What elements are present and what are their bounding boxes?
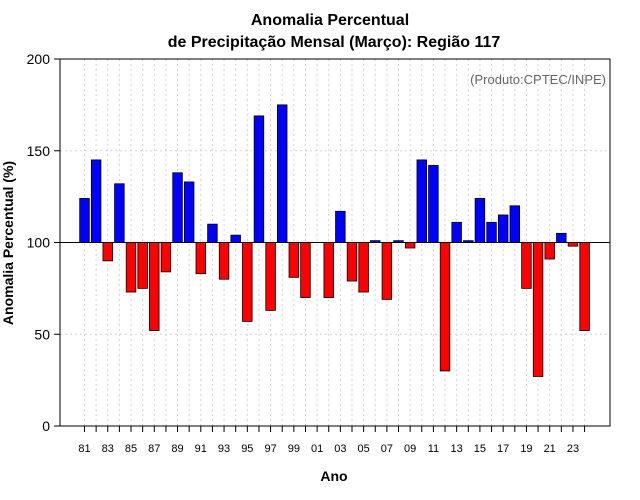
bar-10 [416,159,427,243]
bar-98 [277,104,288,243]
bar-86 [137,242,148,289]
x-tick-label-89: 89 [171,443,183,455]
bar-85 [125,242,137,293]
x-tick-label-99: 99 [288,443,300,455]
x-tick-label-91: 91 [195,443,207,455]
y-tick-label-150: 150 [27,143,51,159]
bar-91 [195,242,207,275]
x-tick-label-05: 05 [357,443,369,455]
bar-95 [242,242,253,322]
bar-23 [567,242,579,247]
x-tick-label-07: 07 [381,443,393,455]
bar-93 [218,242,230,280]
x-tick-label-83: 83 [102,443,114,455]
bars [79,104,590,377]
x-tick-label-21: 21 [544,443,556,455]
x-tick-label-19: 19 [520,443,532,455]
x-tick-label-87: 87 [148,443,160,455]
bar-81 [79,198,90,243]
bar-13 [451,221,462,243]
x-tick-label-85: 85 [125,443,137,455]
x-axis: 81 83 85 87 89 91 93 95 97 99 01 03 05 07 09 11 13 15 17 19… [78,426,586,455]
x-tick-label-11: 11 [428,443,439,455]
x-tick-label-97: 97 [264,443,276,455]
bar-94 [230,234,241,243]
chart-title-line1: Anomalia Percentual [251,12,409,29]
y-tick-label-200: 200 [27,51,51,67]
y-axis: 0 50 100 150 200 [27,51,60,434]
bar-90 [183,181,195,243]
source-note: (Produto:CPTEC/INPE) [470,72,606,87]
bar-02 [323,242,334,298]
x-tick-label-15: 15 [474,443,486,455]
bar-17 [497,214,509,243]
bar-11 [428,165,439,243]
x-tick-label-09: 09 [404,443,416,455]
bar-03 [335,210,346,243]
bar-19 [521,242,532,289]
bar-00 [300,242,311,298]
x-tick-label-01: 01 [311,443,323,455]
x-tick-label-95: 95 [241,443,253,455]
bar-07 [381,242,393,300]
x-tick-label-93: 93 [218,443,230,455]
bar-96 [253,115,265,243]
bar-12 [439,242,451,372]
y-tick-label-100: 100 [27,235,51,251]
bar-16 [486,221,497,243]
y-tick-label-0: 0 [42,418,50,434]
bar-04 [346,242,358,282]
bar-05 [358,242,369,293]
bar-09 [404,242,416,249]
bar-22 [556,232,567,243]
bar-97 [265,242,276,311]
x-axis-label: Ano [320,468,347,484]
bar-21 [544,242,555,260]
bar-92 [207,223,218,243]
x-tick-label-03: 03 [334,443,346,455]
chart-title-line2: de Precipitação Mensal (Março): Região 1… [168,34,501,51]
x-tick-label-13: 13 [451,443,463,455]
bar-89 [172,172,183,243]
bar-20 [532,242,544,377]
y-axis-label: Anomalia Percentual (%) [0,161,16,325]
bar-24 [579,242,590,331]
bar-83 [102,242,113,262]
bar-82 [90,159,102,243]
x-tick-label-23: 23 [567,443,579,455]
y-tick-label-50: 50 [34,326,50,342]
bar-88 [160,242,172,273]
x-tick-label-17: 17 [497,443,509,455]
bar-99 [288,242,300,278]
bar-18 [509,205,521,243]
bar-87 [149,242,160,331]
bar-15 [474,198,486,243]
bar-84 [114,183,125,243]
x-tick-label-81: 81 [78,443,90,455]
